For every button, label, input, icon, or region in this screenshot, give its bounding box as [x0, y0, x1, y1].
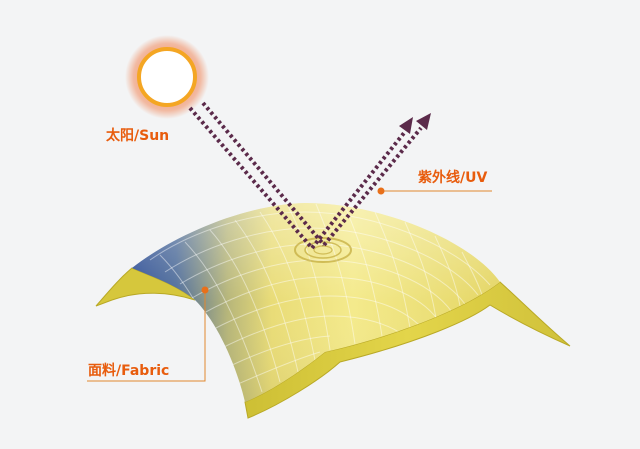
- arrowhead-icon: [399, 113, 431, 134]
- sun-icon: [125, 35, 209, 119]
- sun-label: 太阳/Sun: [106, 128, 170, 144]
- fabric-sheet: [95, 203, 571, 419]
- uv-label: 紫外线/UV: [418, 170, 488, 186]
- fabric-label: 面料/Fabric: [88, 363, 170, 379]
- fabric-leader: [87, 286, 209, 382]
- uv-rays: [188, 101, 423, 250]
- impact-ripple: [294, 237, 352, 263]
- incident-ray-1: [188, 106, 314, 250]
- incident-ray-2: [201, 101, 326, 247]
- uv-leader: [377, 187, 492, 195]
- reflected-ray-1: [310, 131, 406, 250]
- reflected-ray-2: [322, 126, 423, 247]
